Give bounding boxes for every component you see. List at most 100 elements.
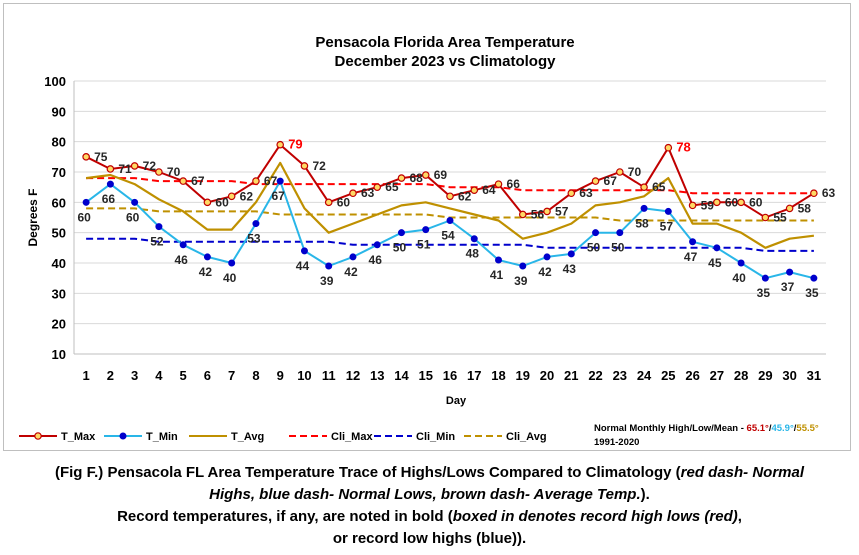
tmin-point bbox=[616, 229, 624, 237]
x-tick-label: 20 bbox=[540, 368, 554, 383]
x-tick-label: 18 bbox=[491, 368, 505, 383]
legend-label: Cli_Avg bbox=[506, 431, 547, 443]
tmax-point bbox=[203, 198, 212, 207]
chart-subtitle: December 2023 vs Climatology bbox=[335, 53, 557, 70]
normals-note-part: / bbox=[769, 423, 772, 434]
tmin-point bbox=[349, 253, 357, 261]
tmax-point bbox=[785, 204, 794, 213]
tmin-point bbox=[325, 262, 333, 270]
tmin-data-label: 39 bbox=[320, 274, 334, 288]
x-tick-label: 19 bbox=[516, 368, 530, 383]
x-tick-label: 22 bbox=[588, 368, 602, 383]
tmin-data-label: 50 bbox=[393, 241, 407, 255]
tmin-point bbox=[786, 268, 794, 276]
caption-italic: red dash- Normal bbox=[680, 464, 805, 481]
tmin-point bbox=[810, 274, 818, 282]
tmin-data-label: 47 bbox=[684, 250, 698, 264]
legend-label: T_Avg bbox=[231, 431, 264, 443]
tmax-point bbox=[276, 140, 284, 149]
figure-caption-line-1: (Fig F.) Pensacola FL Area Temperature T… bbox=[0, 462, 859, 484]
tmin-point bbox=[470, 235, 478, 243]
tmin-data-label: 46 bbox=[369, 253, 383, 267]
tmin-point bbox=[519, 262, 527, 270]
tmax-point bbox=[640, 183, 648, 191]
x-tick-label: 8 bbox=[252, 368, 259, 383]
tmin-data-label: 35 bbox=[757, 286, 771, 300]
figure-caption-line-2: Highs, blue dash- Normal Lows, brown das… bbox=[0, 484, 859, 506]
tmax-data-label: 72 bbox=[143, 159, 157, 173]
tmin-point bbox=[567, 250, 575, 258]
tmax-point bbox=[82, 153, 90, 161]
tmin-point bbox=[276, 177, 284, 185]
tmax-data-label: 70 bbox=[628, 165, 642, 179]
tmax-point bbox=[494, 180, 503, 188]
tmax-data-label: 55 bbox=[773, 211, 787, 225]
x-tick-label: 13 bbox=[370, 368, 384, 383]
tmin-point bbox=[155, 223, 163, 231]
tmax-point bbox=[737, 198, 745, 207]
legend-label: T_Max bbox=[61, 431, 96, 443]
tmin-point bbox=[640, 204, 648, 212]
x-tick-label: 17 bbox=[467, 368, 481, 383]
tmax-data-label: 65 bbox=[385, 180, 399, 194]
tmax-data-label: 57 bbox=[555, 204, 569, 218]
tmax-data-label: 63 bbox=[361, 186, 375, 200]
legend-label: Cli_Min bbox=[416, 431, 455, 443]
x-tick-label: 12 bbox=[346, 368, 360, 383]
tmin-point bbox=[373, 241, 381, 249]
tmax-data-label: 60 bbox=[725, 195, 739, 209]
tmin-data-label: 40 bbox=[732, 271, 746, 285]
tmin-data-label: 60 bbox=[126, 210, 140, 224]
normals-note-part: 55.5° bbox=[796, 423, 818, 434]
tmax-point bbox=[106, 165, 115, 173]
y-tick-label: 60 bbox=[52, 195, 66, 210]
tmax-point bbox=[688, 201, 697, 210]
tmax-data-label: 65 bbox=[652, 180, 666, 194]
x-tick-label: 3 bbox=[131, 368, 138, 383]
tmin-data-label: 48 bbox=[466, 247, 480, 261]
tmax-point bbox=[616, 168, 624, 176]
tmin-data-label: 45 bbox=[708, 256, 722, 270]
tmax-data-label: 59 bbox=[701, 198, 715, 212]
y-tick-label: 50 bbox=[52, 226, 66, 241]
caption-italic: boxed in denotes record high lows (red) bbox=[452, 508, 738, 525]
tmin-point bbox=[82, 198, 90, 206]
tmin-data-label: 66 bbox=[102, 192, 116, 206]
tmin-data-label: 35 bbox=[805, 286, 819, 300]
tmax-data-label: 71 bbox=[118, 162, 132, 176]
tmax-point bbox=[518, 210, 527, 219]
legend-label: Cli_Max bbox=[331, 431, 373, 443]
tmax-data-label: 62 bbox=[240, 189, 254, 203]
tmax-data-label: 78 bbox=[676, 140, 690, 155]
normals-note-part: 65.1° bbox=[747, 423, 769, 434]
x-tick-label: 31 bbox=[807, 368, 821, 383]
tmin-data-label: 58 bbox=[635, 216, 649, 230]
tmax-data-label: 63 bbox=[822, 186, 836, 200]
tmin-point bbox=[131, 198, 139, 206]
tmax-point bbox=[252, 177, 260, 185]
tmax-data-label: 60 bbox=[215, 195, 229, 209]
tmax-data-label: 66 bbox=[507, 177, 521, 191]
tmin-data-label: 37 bbox=[781, 280, 795, 294]
tmin-point bbox=[228, 259, 236, 267]
tmax-point bbox=[155, 168, 163, 176]
x-tick-label: 21 bbox=[564, 368, 578, 383]
y-tick-label: 100 bbox=[44, 74, 66, 89]
tmin-point bbox=[543, 253, 551, 261]
tmax-point bbox=[324, 198, 333, 207]
tmax-point bbox=[397, 174, 406, 182]
y-tick-label: 30 bbox=[52, 286, 66, 301]
legend-marker bbox=[34, 432, 42, 440]
tmax-data-label: 62 bbox=[458, 189, 472, 203]
chart-frame: Pensacola Florida Area Temperature Decemb… bbox=[3, 3, 851, 451]
tmin-data-label: 50 bbox=[587, 241, 601, 255]
chart-title: Pensacola Florida Area Temperature bbox=[315, 34, 574, 51]
x-tick-label: 16 bbox=[443, 368, 457, 383]
normals-note-part: / bbox=[794, 423, 797, 434]
tmin-point bbox=[300, 247, 308, 255]
tmin-data-label: 52 bbox=[150, 235, 164, 249]
x-tick-label: 2 bbox=[107, 368, 114, 383]
x-tick-label: 23 bbox=[613, 368, 627, 383]
tmin-data-label: 42 bbox=[344, 265, 358, 279]
tmax-point bbox=[470, 186, 479, 195]
